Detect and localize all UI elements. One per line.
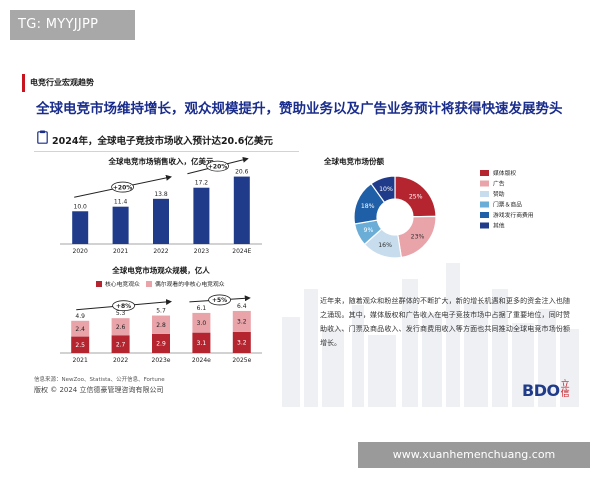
audience-legend-label-1: 偶尔观看的非核心电竞观众: [155, 280, 225, 288]
share-legend-swatch-5: [480, 222, 489, 229]
audience-total-label-2022: 5.3: [116, 310, 126, 317]
audience-segment-label-0-2021: 2.5: [75, 342, 85, 349]
revenue-bar-2023: [193, 187, 210, 244]
audience-bar-1-2022: [111, 318, 130, 336]
subtitle-divider: [34, 151, 299, 152]
audience-bar-0-2025e: [232, 331, 251, 353]
share-legend-swatch-1: [480, 180, 489, 187]
revenue-category-label-2022: 2022: [153, 248, 168, 255]
audience-category-label-2024e: 2024e: [192, 357, 211, 364]
revenue-bar-2022: [153, 198, 169, 244]
watermark-bottom: www.xuanhemenchuang.com: [358, 442, 590, 468]
audience-segment-label-0-2024e: 3.1: [197, 340, 207, 347]
audience-total-label-2024e: 6.1: [197, 305, 207, 312]
share-legend-label-0: 媒体版权: [493, 169, 516, 177]
source-note: 信息来源：NewZoo、Statista、公开信息、Fortune: [34, 377, 165, 383]
share-legend-label-4: 游戏发行商费用: [493, 211, 534, 219]
revenue-chart-title: 全球电竞市场销售收入，亿美元: [108, 156, 214, 166]
body-paragraph: 近年来，随着观众和粉丝群体的不断扩大，新的增长机遇和更多的资金注入也随之涌现。其…: [320, 297, 570, 347]
share-slice-label-4: 18%: [361, 203, 375, 210]
slide: 电竞行业宏观趋势 全球电竞市场维持增长，观众规模提升，赞助业务以及广告业务预计将…: [22, 67, 579, 407]
revenue-bar-2024E: [233, 176, 250, 244]
audience-segment-label-0-2023e: 2.9: [156, 341, 166, 348]
share-slice-label-5: 10%: [379, 186, 393, 193]
share-legend-label-5: 其他: [493, 222, 505, 230]
audience-growth-1-label: +8%: [116, 303, 131, 310]
charts-canvas: 全球电竞市场销售收入，亿美元 10.0 2020 11.4 2021 13.8 2022 17…: [60, 156, 534, 364]
audience-total-label-2021: 4.9: [75, 313, 85, 320]
bdo-logo: BDO 立信: [522, 381, 571, 399]
audience-growth-2-label: +5%: [212, 297, 227, 304]
subtitle: 2024年，全球电子竞技市场收入预计达20.6亿美元: [52, 136, 273, 147]
audience-category-label-2025e: 2025e: [232, 357, 251, 364]
audience-bar-0-2021: [71, 336, 90, 353]
share-slice-label-3: 9%: [364, 227, 374, 234]
revenue-category-label-2021: 2021: [113, 248, 128, 255]
share-slice-label-2: 16%: [378, 242, 392, 249]
share-legend-swatch-3: [480, 201, 489, 208]
revenue-value-label-2020: 10.0: [74, 203, 88, 210]
revenue-bar-2020: [72, 211, 89, 244]
audience-total-label-2025e: 6.4: [237, 303, 247, 310]
audience-bar-1-2024e: [192, 312, 211, 333]
revenue-bar-2021: [112, 206, 129, 244]
audience-segment-label-1-2024e: 3.0: [197, 320, 207, 327]
logo-text: BDO: [522, 381, 560, 400]
audience-legend-swatch-0: [96, 281, 102, 287]
share-legend-swatch-0: [480, 170, 489, 176]
headline: 全球电竞市场维持增长，观众规模提升，赞助业务以及广告业务预计将获得快速发展势头: [36, 101, 563, 117]
audience-legend-swatch-1: [146, 281, 152, 287]
share-slice-label-1: 23%: [411, 233, 425, 240]
revenue-value-label-2021: 11.4: [114, 199, 128, 206]
share-legend-label-1: 广告: [493, 180, 505, 188]
audience-segment-label-0-2025e: 3.2: [237, 340, 247, 347]
share-legend-label-2: 赞助: [493, 190, 505, 198]
audience-category-label-2023e: 2023e: [152, 357, 171, 364]
revenue-value-label-2023: 17.2: [195, 180, 209, 187]
audience-bar-0-2023e: [152, 333, 170, 353]
section-kicker: 电竞行业宏观趋势: [30, 78, 94, 87]
revenue-growth-2-label: +20%: [208, 163, 227, 170]
audience-segment-label-1-2023e: 2.8: [156, 322, 166, 329]
audience-legend-label-0: 核心电竞观众: [105, 280, 140, 288]
skyline-background: [282, 263, 579, 407]
audience-segment-label-0-2022: 2.7: [116, 341, 126, 348]
audience-bar-1-2025e: [232, 310, 251, 332]
revenue-category-label-2024E: 2024E: [232, 248, 251, 255]
revenue-growth-1-label: +20%: [113, 184, 132, 191]
share-slice-5: [370, 175, 396, 204]
audience-category-label-2022: 2022: [113, 357, 128, 364]
revenue-growth-2-badge: [206, 160, 230, 172]
revenue-value-label-2024E: 20.6: [235, 169, 249, 176]
revenue-value-label-2022: 13.8: [154, 191, 168, 198]
audience-total-label-2023e: 5.7: [156, 308, 166, 315]
clipboard-icon: [37, 130, 48, 144]
kicker-accent-bar: [22, 74, 25, 92]
revenue-growth-1-badge: [111, 181, 134, 193]
share-chart-title: 全球电竞市场份额: [323, 156, 384, 166]
revenue-category-label-2023: 2023: [194, 248, 209, 255]
audience-chart-title: 全球电竞市场观众规模，亿人: [111, 265, 210, 275]
audience-segment-label-1-2021: 2.4: [75, 326, 85, 333]
audience-segment-label-1-2022: 2.6: [116, 324, 126, 331]
watermark-top: TG: MYYJJPP: [10, 10, 135, 40]
audience-category-label-2021: 2021: [73, 357, 88, 364]
audience-growth-1-badge: [112, 300, 135, 312]
share-legend-swatch-4: [480, 212, 489, 218]
share-legend-swatch-2: [480, 191, 489, 197]
audience-bar-0-2022: [111, 335, 130, 353]
audience-bar-0-2024e: [192, 332, 211, 353]
share-legend-label-3: 门票＆商品: [493, 201, 522, 209]
audience-bar-1-2023e: [152, 315, 170, 334]
logo-chinese: 立信: [560, 380, 570, 399]
share-slice-label-0: 25%: [409, 193, 423, 200]
audience-segment-label-1-2025e: 3.2: [237, 319, 247, 326]
audience-bar-1-2021: [71, 320, 90, 337]
revenue-category-label-2020: 2020: [73, 248, 88, 255]
copyright: 版权 © 2024 立信德豪管理咨询有限公司: [34, 386, 164, 394]
audience-growth-2-badge: [208, 294, 232, 306]
